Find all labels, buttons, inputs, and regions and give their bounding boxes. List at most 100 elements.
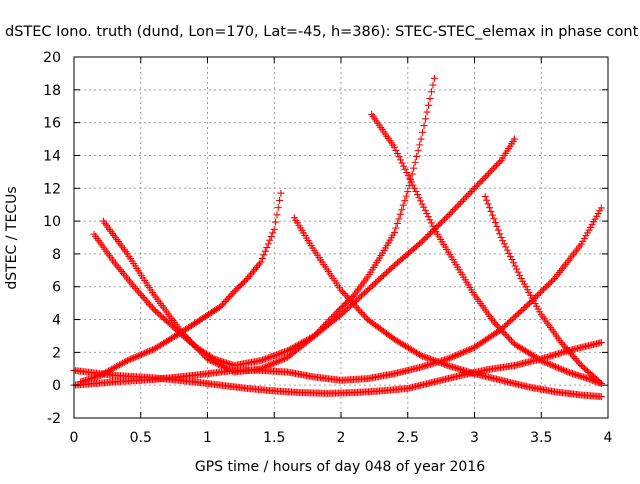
data-point-marker [343,293,351,301]
x-tick-label: 3 [470,430,479,446]
data-point-marker [393,150,401,158]
data-point-marker [486,204,494,212]
data-point-marker [492,161,500,169]
data-point-marker [346,296,354,304]
data-point-marker [541,284,549,292]
data-point-marker [258,356,266,364]
data-point-marker [597,204,605,212]
data-point-marker [395,215,403,223]
data-point-marker [199,350,207,358]
data-point-marker [464,346,472,354]
data-point-marker [563,346,571,354]
data-point-marker [409,181,417,189]
data-point-marker [573,356,581,364]
data-point-marker [423,108,431,116]
data-point-marker [183,334,191,342]
data-point-marker [414,191,422,199]
data-point-marker [317,325,325,333]
data-point-marker [472,183,480,191]
data-point-marker [503,246,511,254]
data-point-marker [132,284,140,292]
data-point-marker [544,281,552,289]
data-point-marker [318,324,326,332]
data-point-marker [483,171,491,179]
data-point-marker [356,307,364,315]
data-point-marker [268,360,276,368]
data-point-marker [340,301,348,309]
data-point-marker [379,272,387,280]
data-point-marker [442,361,450,369]
data-point-marker [511,312,519,320]
data-point-marker [458,349,466,357]
data-point-marker [407,178,415,186]
data-point-marker [524,301,532,309]
data-point-marker [197,348,205,356]
data-point-marker [471,184,478,192]
data-point-marker [494,226,502,234]
y-tick-label: 18 [43,83,61,99]
y-tick-label: 4 [52,313,61,329]
data-point-marker [426,95,434,103]
data-point-marker [510,314,518,322]
data-point-marker [338,303,346,311]
data-point-marker [445,354,453,362]
data-point-marker [340,289,348,297]
data-point-marker [205,356,213,364]
data-point-marker [571,354,579,362]
data-point-marker [354,305,362,313]
data-point-marker [396,210,404,218]
y-axis-label: dSTEC / TECUs [4,186,20,289]
data-point-marker [149,346,157,354]
data-point-marker [502,321,510,329]
data-point-marker [122,357,130,365]
x-tick-label: 4 [604,430,613,446]
data-point-marker [279,348,287,356]
data-point-marker [450,206,458,214]
data-point-marker [421,206,429,214]
y-tick-label: 14 [43,148,61,164]
data-point-marker [266,236,274,244]
data-point-marker [142,297,150,305]
data-point-marker [441,215,449,223]
data-point-marker [514,268,522,276]
data-point-marker [441,360,449,368]
data-point-marker [274,350,282,358]
data-point-marker [508,315,516,323]
data-point-marker [364,286,372,294]
data-point-marker [144,348,152,356]
data-point-marker [597,393,605,401]
data-point-marker [258,364,266,372]
data-point-marker [399,201,407,209]
data-point-marker [539,357,547,365]
data-point-marker [145,347,153,355]
data-point-marker [342,306,350,314]
data-point-marker [488,211,496,219]
y-tick-label: 20 [43,50,61,66]
data-point-marker [241,277,249,285]
data-point-marker [414,147,422,155]
data-point-marker [257,357,265,365]
data-point-marker [328,314,336,322]
data-point-marker [506,335,514,343]
data-point-marker [505,249,513,257]
data-point-marker [123,357,131,365]
data-point-marker [507,317,515,325]
data-point-marker [134,352,142,360]
data-point-marker [261,247,269,255]
data-point-marker [547,361,555,369]
data-point-marker [310,332,318,340]
data-point-marker [518,307,526,315]
data-point-marker [430,74,438,82]
data-point-marker [425,101,433,109]
data-point-marker [497,234,505,241]
data-point-marker [116,361,124,369]
data-point-marker [133,286,141,294]
data-point-marker [180,330,188,338]
data-point-marker [460,348,468,356]
data-point-marker [503,320,511,328]
data-point-marker [466,345,474,353]
data-point-marker [522,302,530,310]
data-point-marker [460,196,468,204]
data-point-marker [98,370,106,378]
data-point-marker [521,304,529,312]
